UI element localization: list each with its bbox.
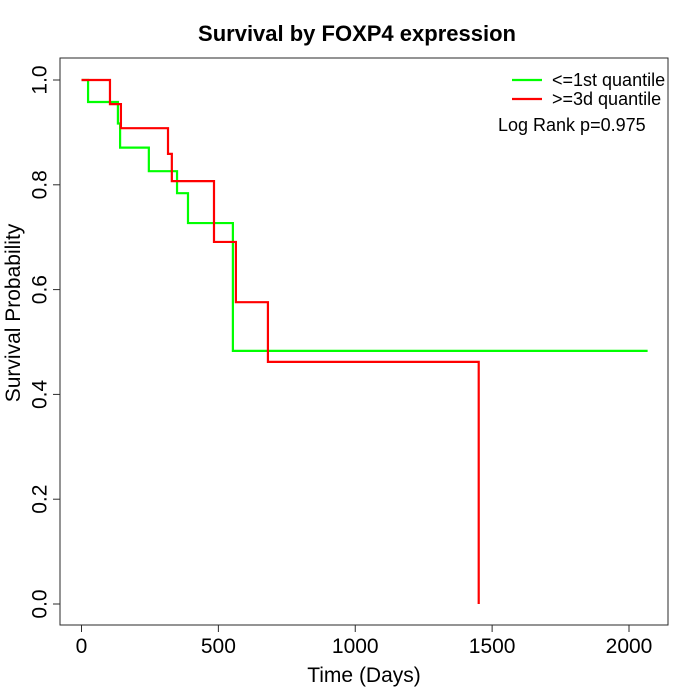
x-tick-label: 1500 <box>469 635 516 658</box>
chart-title: Survival by FOXP4 expression <box>198 21 516 46</box>
x-tick-label: 500 <box>201 635 236 658</box>
legend-label-0: <=1st quantile <box>552 70 665 90</box>
y-tick-label: 0.4 <box>29 379 52 409</box>
x-tick-label: 0 <box>76 635 88 658</box>
y-tick-label: 1.0 <box>29 65 52 94</box>
y-tick-label: 0.8 <box>29 170 52 199</box>
y-tick-label: 0.0 <box>29 589 52 618</box>
plot-box <box>59 57 669 626</box>
legend: <=1st quantile>=3d quantile Log Rank p=0.… <box>498 70 665 135</box>
y-tick-label: 0.2 <box>29 485 52 514</box>
y-axis-label: Survival Probability <box>2 223 25 402</box>
x-tick-label: 2000 <box>606 635 653 658</box>
x-axis-label: Time (Days) <box>307 664 421 687</box>
x-tick-label: 1000 <box>332 635 379 658</box>
legend-label-1: >=3d quantile <box>552 89 661 109</box>
km-curve-1 <box>81 78 480 604</box>
plot-area: 0 500 1000 1500 2000 0.0 0.2 0.4 0.6 0.8 1.0 <box>29 57 669 658</box>
log-rank-annotation: Log Rank p=0.975 <box>498 115 646 135</box>
y-tick-label: 0.6 <box>29 275 52 304</box>
km-curve-0 <box>81 78 648 353</box>
